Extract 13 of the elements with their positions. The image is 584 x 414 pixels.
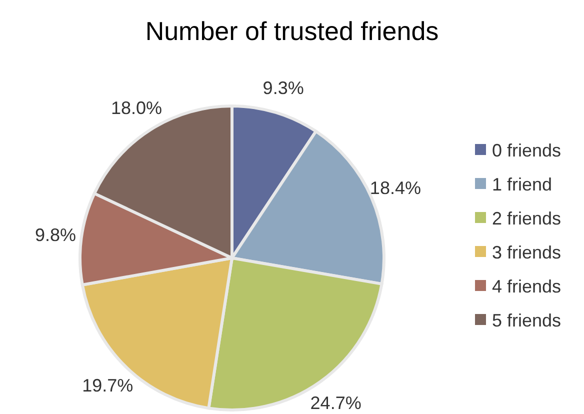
data-label: 24.7% [310,392,362,413]
data-label: 18.4% [370,178,421,198]
legend-label: 4 friends [492,276,562,296]
data-label: 9.3% [262,78,304,98]
chart-title: Number of trusted friends [145,16,439,46]
data-label: 18.0% [111,98,162,118]
legend-label: 1 friend [492,174,552,194]
legend-label: 5 friends [492,310,562,330]
legend-label: 2 friends [492,208,562,228]
data-label: 19.7% [82,376,134,396]
legend-label: 0 friends [492,140,562,160]
legend-label: 3 friends [492,242,562,262]
data-label: 9.8% [35,225,76,246]
